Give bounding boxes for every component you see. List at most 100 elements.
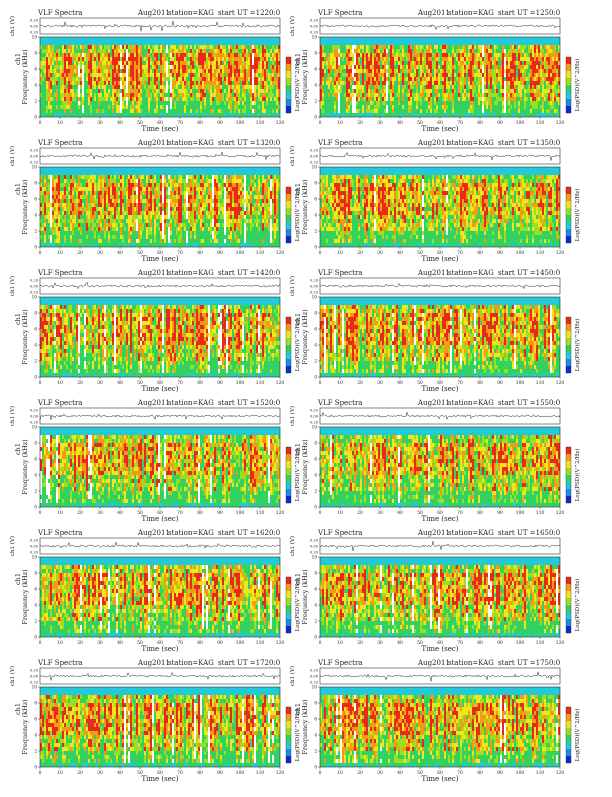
spectrogram-cell: [94, 81, 96, 85]
spectrogram-cell: [120, 73, 122, 77]
spectrogram-cell: [128, 89, 130, 93]
spectrogram-cell: [116, 61, 118, 65]
spectrogram-cell: [70, 85, 72, 89]
spectrogram-cell: [48, 61, 50, 65]
spectrogram-cell: [42, 113, 44, 117]
spectrogram-cell: [52, 61, 54, 65]
spectrogram-cell: [120, 45, 122, 49]
spectrogram-cell: [68, 89, 70, 93]
spectrogram-cell: [60, 65, 62, 69]
spectrogram-cell: [120, 61, 122, 65]
spectrogram-cell: [132, 97, 134, 101]
spectrogram-cell: [130, 61, 132, 65]
spectrogram-cell: [94, 61, 96, 65]
spectrogram-cell: [44, 61, 46, 65]
spectrogram-cell: [98, 81, 100, 85]
spectrogram-cell: [130, 57, 132, 61]
spectrogram-cell: [56, 57, 58, 61]
spectrogram-cell: [118, 49, 120, 53]
panel-station: station=KAG: [168, 9, 214, 17]
spectrogram-cell: [98, 37, 100, 41]
panel-1: VLF SpectraAug2011station=KAGstart UT =1…: [9, 9, 301, 133]
spectrogram-cell: [42, 45, 44, 49]
spectrogram-cell: [102, 73, 104, 77]
spectrogram-cell: [58, 57, 60, 61]
spectrogram-cell: [96, 37, 98, 41]
spectrogram-cell: [106, 45, 108, 49]
spectrogram-cell: [122, 73, 124, 77]
spectrogram-cell: [66, 69, 68, 73]
spectrogram-cell: [44, 109, 46, 113]
spectrogram-cell: [122, 37, 124, 41]
spectrogram-cell: [78, 77, 80, 81]
spectrogram-cell: [106, 89, 108, 93]
spectrogram-cell: [114, 93, 116, 97]
spectrogram-cell: [138, 89, 140, 93]
spectrogram-cell: [90, 81, 92, 85]
spectrogram-cell: [114, 109, 116, 113]
spectrogram-cell: [40, 53, 42, 57]
spectrogram-cell: [140, 61, 142, 65]
spectrogram-cell: [136, 57, 138, 61]
spectrogram-cell: [48, 77, 50, 81]
spectrogram-cell: [62, 49, 64, 53]
spectrogram-cell: [96, 113, 98, 117]
spectrogram-cell: [40, 109, 42, 113]
spectrogram-cell: [86, 57, 88, 61]
spectrogram-cell: [130, 69, 132, 73]
spectrogram-cell: [124, 77, 126, 81]
spectrogram-cell: [108, 81, 110, 85]
spectrogram-cell: [102, 85, 104, 89]
spectrogram-cell: [142, 65, 144, 69]
spectrogram-cell: [70, 57, 72, 61]
spectrogram-cell: [88, 73, 90, 77]
spectrogram-cell: [74, 49, 76, 53]
spectrogram-cell: [74, 65, 76, 69]
spectrogram-cell: [52, 37, 54, 41]
spectrogram-cell: [88, 53, 90, 57]
spectrogram-cell: [104, 113, 106, 117]
spectrogram-cell: [92, 53, 94, 57]
spectrogram-cell: [40, 77, 42, 81]
spectrogram-cell: [88, 93, 90, 97]
spectrogram-cell: [42, 61, 44, 65]
spectrogram-cell: [114, 57, 116, 61]
spectrogram-cell: [76, 113, 78, 117]
spectrogram-cell: [40, 37, 42, 41]
spectrogram-cell: [118, 77, 120, 81]
spectrogram-cell: [60, 49, 62, 53]
spectrogram-cell: [48, 93, 50, 97]
spectrogram-cell: [134, 65, 136, 69]
spectrogram-cell: [126, 73, 128, 77]
spectrogram-cell: [72, 65, 74, 69]
spectrogram-cell: [62, 81, 64, 85]
spectrogram-cell: [136, 105, 138, 109]
spectrogram-cell: [100, 89, 102, 93]
spectrogram-cell: [98, 69, 100, 73]
spectrogram-cell: [54, 69, 56, 73]
panel-ut: start UT =1220:0: [218, 9, 280, 17]
spectrogram-cell: [142, 81, 144, 85]
spectrogram-cell: [100, 113, 102, 117]
spectrogram-cell: [74, 45, 76, 49]
spectrogram-cell: [114, 61, 116, 65]
spectrogram-cell: [100, 65, 102, 69]
spectrogram-cell: [44, 89, 46, 93]
spectrogram-cell: [126, 45, 128, 49]
spectrogram-cell: [70, 65, 72, 69]
spectrogram-cell: [106, 69, 108, 73]
spectrogram-cell: [80, 49, 82, 53]
spectrogram-cell: [50, 81, 52, 85]
spectrogram-cell: [56, 101, 58, 105]
spectrogram-cell: [130, 85, 132, 89]
spectrogram-cell: [118, 85, 120, 89]
spectrogram-cell: [136, 113, 138, 117]
spectrogram-cell: [98, 77, 100, 81]
spectrogram-cell: [106, 113, 108, 117]
spectrogram-cell: [90, 73, 92, 77]
spectrogram-cell: [66, 49, 68, 53]
spectrogram-cell: [108, 109, 110, 113]
spectrogram-cell: [76, 69, 78, 73]
spectrogram-cell: [120, 109, 122, 113]
spectrogram-cell: [60, 53, 62, 57]
